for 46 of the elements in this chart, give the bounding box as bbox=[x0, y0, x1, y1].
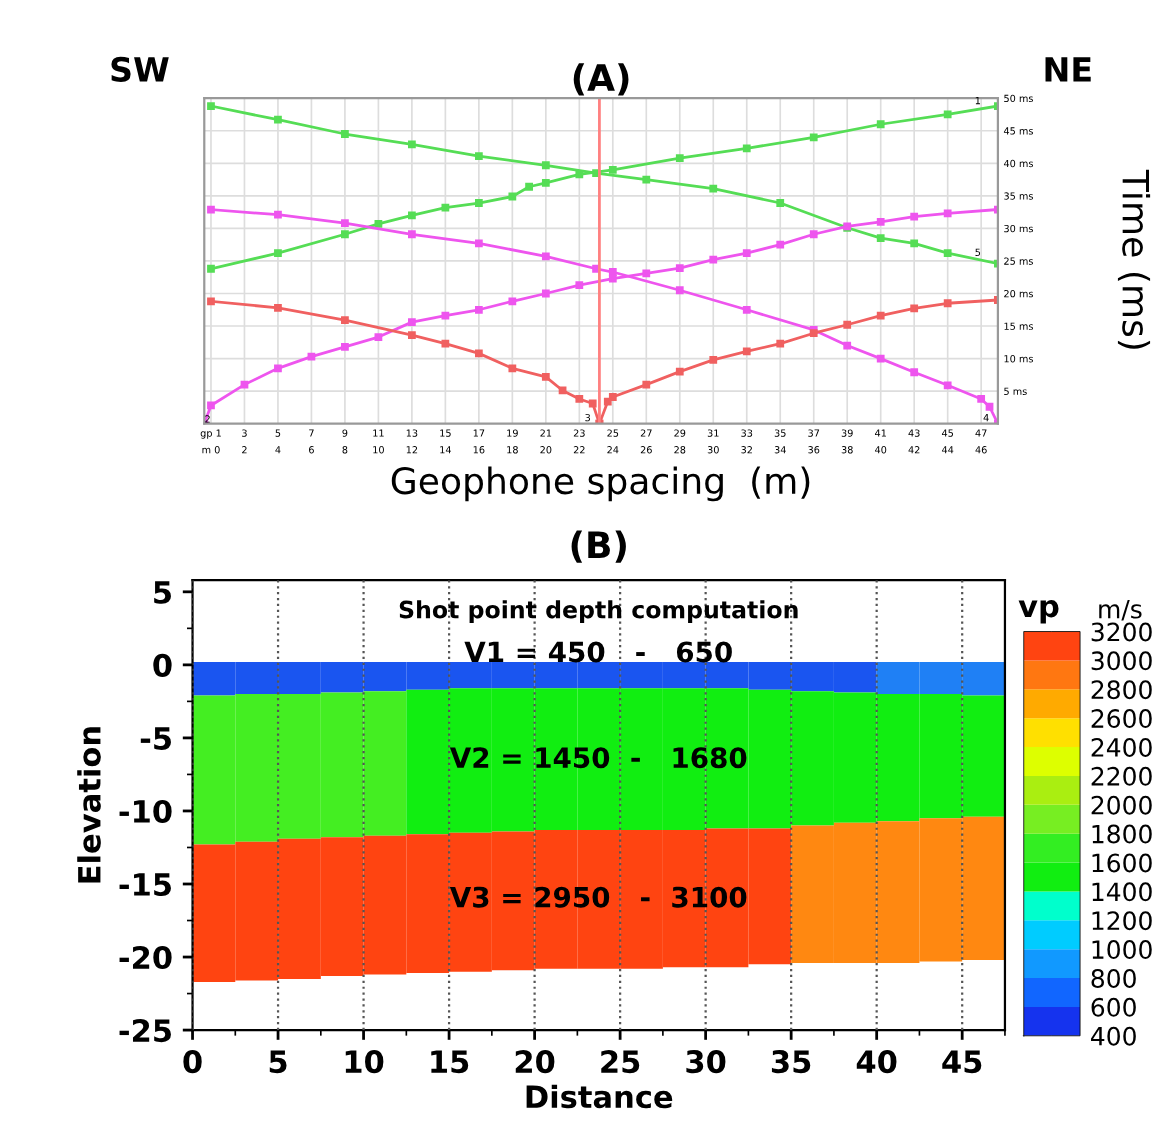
text: m/s bbox=[1099, 600, 1142, 621]
x-axis-title: Distance bbox=[526, 1084, 673, 1109]
color-bar-label: 400 bbox=[1091, 1026, 1136, 1046]
color-bar-label: 2600 bbox=[1091, 709, 1152, 729]
x-tick-label: 30 bbox=[686, 1050, 726, 1074]
color-bar-label: 2400 bbox=[1091, 737, 1152, 757]
x-tick-label: 10 bbox=[345, 1050, 384, 1074]
x-tick-label: 0 bbox=[183, 1050, 202, 1074]
color-bar-label: 3200 bbox=[1091, 622, 1152, 642]
text: NE bbox=[1045, 57, 1091, 82]
y-tick-label: 5 bbox=[154, 581, 171, 604]
x-tick-label: 35 bbox=[771, 1050, 811, 1074]
color-bar-label: 800 bbox=[1091, 968, 1136, 988]
y-tick-label: -10 bbox=[119, 799, 172, 823]
color-bar-label: 1000 bbox=[1092, 940, 1152, 960]
x-tick-label: 15 bbox=[431, 1050, 469, 1074]
annotation: Shot point depth computation bbox=[399, 600, 798, 624]
y-tick-label: -20 bbox=[119, 945, 172, 970]
x-tick-label: 20 bbox=[515, 1050, 555, 1074]
x-axis-title: Geophone spacing (m) bbox=[391, 466, 810, 502]
chart-title: (A) bbox=[573, 63, 629, 96]
y-axis-title: Elevation bbox=[77, 727, 101, 883]
y-axis-title: Time (ms) bbox=[1117, 169, 1151, 349]
y-tick-label: -15 bbox=[119, 873, 171, 897]
y-tick-label: -25 bbox=[119, 1019, 171, 1043]
x-tick-label: 40 bbox=[856, 1050, 897, 1074]
color-bar-title: vp bbox=[1018, 599, 1059, 624]
color-bar-label: 3000 bbox=[1091, 651, 1152, 671]
y-tick-label: 0 bbox=[153, 653, 172, 677]
y-tick-label: -5 bbox=[140, 727, 171, 750]
x-tick-label: 45 bbox=[942, 1050, 982, 1074]
color-bar-label: 600 bbox=[1091, 997, 1136, 1017]
color-bar-label: 1800 bbox=[1092, 824, 1152, 844]
annotation: V1 = 450 - 650 bbox=[464, 641, 732, 663]
color-bar-label: 1200 bbox=[1092, 911, 1152, 931]
chart-title: (B) bbox=[571, 530, 626, 563]
annotation: V3 = 2950 - 3100 bbox=[449, 886, 747, 908]
color-bar-label: 1400 bbox=[1092, 882, 1152, 902]
color-bar-label: 2000 bbox=[1091, 795, 1152, 815]
text: SW bbox=[111, 56, 169, 82]
color-bar-label: 2800 bbox=[1091, 680, 1152, 700]
color-bar-label: 2200 bbox=[1091, 766, 1152, 786]
color-bar-label: 1600 bbox=[1092, 853, 1152, 873]
annotation: V2 = 1450 - 1680 bbox=[449, 747, 747, 769]
x-tick-label: 25 bbox=[601, 1050, 640, 1074]
x-tick-label: 5 bbox=[269, 1050, 287, 1074]
